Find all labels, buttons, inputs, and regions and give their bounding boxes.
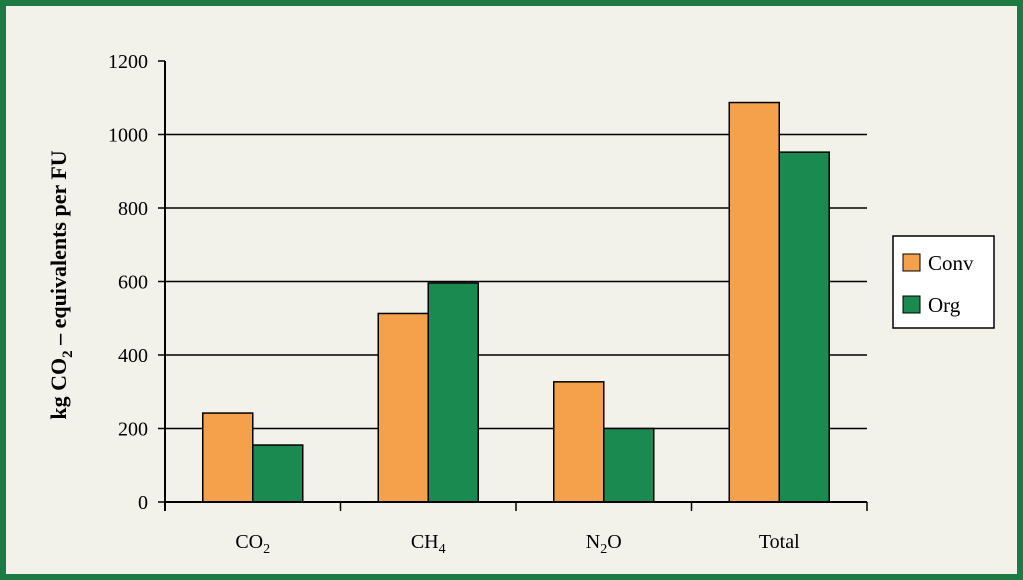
x-tick-label-base: Total: [759, 531, 800, 553]
x-tick-label: CH4: [411, 531, 446, 557]
y-tick-labels: 0 200 400 600 800 1000 1200: [108, 51, 148, 514]
y-tick-label: 1000: [108, 125, 148, 147]
y-axis-label: kg CO2 – equivalents per FU: [46, 150, 76, 419]
x-tick-label-base: CO: [235, 531, 263, 553]
x-tick-label-sub: 2: [600, 542, 607, 557]
legend-swatch-org: [902, 295, 921, 314]
y-axis-label-pre: kg CO: [46, 358, 71, 420]
x-tick-label: N2O: [586, 531, 622, 557]
legend-swatch-conv: [902, 253, 921, 272]
y-tick-label: 200: [118, 419, 148, 441]
x-tick-label-sub: 2: [263, 542, 270, 557]
bar-org-1: [427, 282, 479, 503]
x-tick-label-base: N: [586, 531, 600, 553]
y-tick-label: 800: [118, 198, 148, 220]
y-axis-label-sub: 2: [60, 350, 76, 358]
bar-conv-2: [553, 381, 605, 503]
chart-frame: [6, 6, 1017, 574]
x-tick-label: Total: [759, 531, 800, 553]
bars: [202, 101, 830, 503]
x-tick-label: CO2: [235, 531, 270, 557]
y-tick-label: 400: [118, 345, 148, 367]
bar-conv-0: [202, 412, 254, 503]
x-tick-label-base: CH: [411, 531, 439, 553]
legend-label-conv: Conv: [928, 251, 974, 275]
legend: Conv Org: [892, 235, 995, 329]
legend-label-org: Org: [928, 293, 961, 317]
bar-org-0: [252, 444, 304, 503]
bar-conv-1: [377, 312, 429, 503]
axes: [158, 60, 868, 511]
bar-org-3: [778, 151, 830, 503]
x-tick-label-sub: 4: [439, 542, 446, 557]
y-tick-label: 1200: [108, 51, 148, 73]
y-tick-label: 600: [118, 272, 148, 294]
y-axis-label-post: – equivalents per FU: [46, 150, 71, 350]
y-tick-label: 0: [138, 492, 148, 514]
bar-conv-3: [728, 101, 780, 503]
x-tick-label-tail: O: [607, 531, 621, 553]
bar-org-2: [603, 427, 655, 503]
x-tick-labels: CO2 CH4 N2O Total: [235, 531, 800, 557]
